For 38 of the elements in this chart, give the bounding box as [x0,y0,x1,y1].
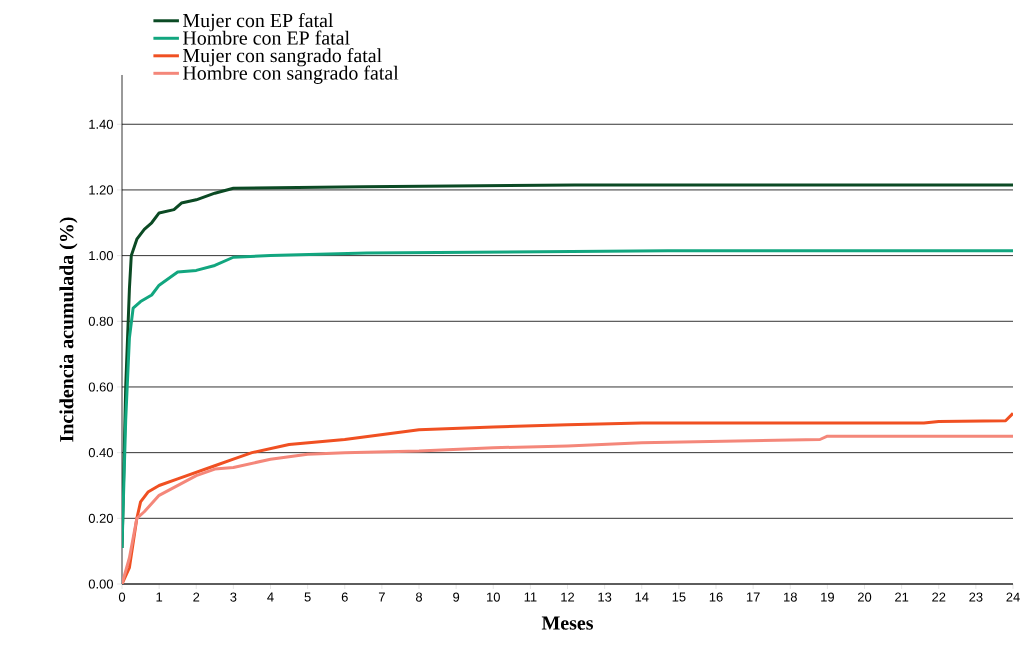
x-tick-label: 21 [895,592,909,602]
x-tick-label: 15 [672,592,686,602]
y-tick-label: 1.00 [89,251,113,261]
x-tick-label: 20 [857,592,872,602]
legend-label: Hombre con sangrado fatal [182,65,399,84]
x-tick-label: 11 [524,592,537,602]
x-tick-label: 12 [561,592,575,602]
x-tick-label: 7 [378,592,385,602]
x-tick-label: 14 [635,592,649,602]
x-axis-title: Meses [541,616,594,630]
y-tick-label: 1.20 [89,185,113,195]
y-tick-label: 0.00 [88,579,113,589]
x-tick-label: 8 [415,592,423,602]
x-tick-label: 24 [1006,592,1020,602]
x-tick-label: 16 [709,592,723,602]
x-tick-label: 17 [746,592,760,602]
line-series [122,249,1014,550]
x-tick-label: 0 [118,592,126,602]
y-tick-label: 0.60 [88,382,113,392]
x-tick-label: 19 [821,592,834,602]
x-tick-label: 5 [304,592,311,602]
x-tick-label: 4 [267,592,274,602]
x-tick-label: 10 [487,592,500,602]
x-tick-label: 23 [969,592,983,602]
legend-label: Hombre con EP fatal [182,30,350,45]
x-tick-label: 2 [193,592,200,602]
x-tick-label: 22 [932,592,946,602]
y-tick-label: 0.80 [88,316,113,326]
x-tick-label: 6 [341,592,348,602]
x-tick-label: 3 [230,592,237,602]
x-tick-label: 9 [453,592,460,602]
y-axis-title: Incidencia acumulada (%) [59,217,78,442]
y-tick-label: 1.40 [89,119,113,129]
y-tick-label: 0.20 [88,513,113,523]
x-tick-label: 1 [156,592,163,602]
x-tick-label: 13 [598,592,612,602]
y-tick-label: 0.40 [88,448,113,458]
x-tick-label: 18 [784,592,797,602]
